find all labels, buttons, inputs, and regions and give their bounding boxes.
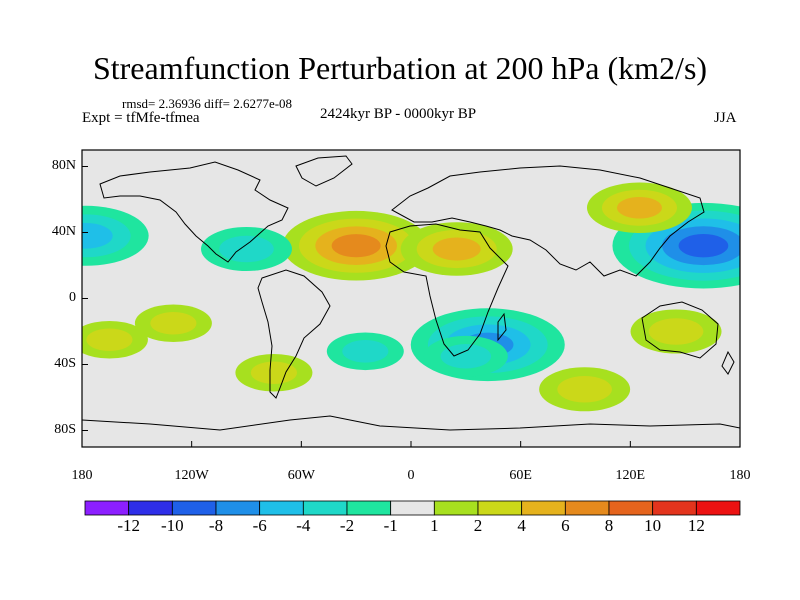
coast-europe-asia: [391, 165, 705, 277]
colorbar-level-label: 10: [644, 516, 662, 535]
anomaly-north-america-low: [201, 227, 292, 271]
coast-greenland: [295, 155, 353, 187]
colorbar-level-label: -10: [160, 516, 184, 535]
contour-fill-layer: [82, 150, 740, 447]
contour-level-pos-2: [150, 311, 197, 335]
y-tick-label: 80N: [51, 157, 76, 173]
colorbar-swatch: [128, 500, 173, 516]
colorbar-level-label: 2: [473, 516, 483, 535]
colorbar-level-label: -8: [208, 516, 224, 535]
contour-level-pos-2: [250, 361, 298, 385]
experiment-label: Expt = tfMfe-tfmea: [82, 110, 200, 126]
contour-level-neg-4: [82, 222, 113, 249]
anomaly-south-america-high: [235, 353, 313, 392]
x-tick-label: 60E: [509, 468, 532, 483]
colorbar-swatch: [346, 500, 392, 516]
colorbar-swatch: [608, 500, 654, 516]
contour-level-pos-6: [331, 234, 381, 258]
anomaly-southern-indian-ocean-low: [423, 335, 508, 377]
y-tick-label: 80S: [54, 421, 76, 437]
anomaly-southwest-indian-high: [539, 367, 631, 412]
colorbar-swatch: [695, 500, 741, 516]
coastline-layer: [82, 155, 740, 431]
anomaly-north-atlantic-east-asia-high: [282, 210, 430, 281]
x-tick-label: 180: [71, 468, 93, 483]
contour-level-neg-2: [342, 340, 389, 363]
x-tick-label: 120W: [174, 468, 209, 483]
colorbar-level-label: 4: [517, 516, 526, 535]
season-label: JJA: [714, 110, 737, 126]
anomaly-tropical-pacific-belt-high: [134, 304, 212, 343]
colorbar-swatch: [521, 500, 566, 516]
colorbar-level-label: -2: [339, 516, 355, 535]
y-tick-label: 40N: [51, 223, 76, 239]
axis-ticks: [81, 166, 741, 447]
anomaly-australia-high: [630, 309, 722, 354]
contour-level-pos-2: [86, 328, 133, 352]
colorbar-swatch: [259, 500, 304, 516]
colorbar-swatch: [84, 500, 130, 516]
colorbar-level-label: -1: [383, 516, 398, 535]
colorbar-swatch: [171, 500, 217, 516]
coast-australia: [641, 301, 719, 359]
contour-level-pos-2: [557, 376, 612, 403]
x-tick-label: 0: [407, 468, 415, 483]
anomaly-south-atlantic-low: [326, 332, 404, 371]
contour-level-neg-2: [440, 344, 492, 369]
x-tick-label: 60W: [287, 468, 315, 483]
colorbar-level-label: 1: [430, 516, 439, 535]
coast-south-america: [257, 269, 331, 399]
colorbar-level-label: 6: [561, 516, 570, 535]
coast-madagascar: [497, 312, 507, 342]
contour-level-pos-4: [432, 237, 481, 261]
x-tick-label: 180: [729, 468, 751, 483]
contour-level-neg-8: [678, 234, 729, 258]
colorbar-swatch: [652, 500, 697, 516]
colorbar-swatch: [302, 500, 348, 516]
coast-north-america: [99, 161, 289, 263]
anomaly-north-pacific-mid-high: [586, 182, 692, 233]
anomaly-south-pacific-east-high: [82, 320, 148, 359]
colorbar-level-label: 12: [687, 516, 705, 535]
colorbar-swatch: [390, 500, 435, 516]
colorbar: [84, 500, 741, 516]
chart-title: Streamfunction Perturbation at 200 hPa (…: [92, 50, 708, 86]
colorbar-level-label: -12: [117, 516, 140, 535]
x-tick-label: 120E: [615, 468, 646, 483]
contour-level-pos-2: [648, 318, 704, 345]
colorbar-level-label: 8: [604, 516, 614, 535]
contour-level-neg-2: [219, 235, 274, 263]
coast-new-zealand: [721, 350, 735, 375]
coast-africa: [385, 223, 509, 357]
colorbar-swatch: [564, 500, 610, 516]
stats-label: rmsd= 2.36936 diff= 2.6277e-08: [122, 96, 293, 111]
colorbar-swatch: [477, 500, 523, 516]
colorbar-level-label: -4: [296, 516, 311, 535]
colorbar-level-label: -6: [252, 516, 267, 535]
contour-level-pos-4: [616, 196, 662, 219]
anomaly-northeast-pacific-low: [82, 205, 149, 266]
y-tick-label: 0: [69, 289, 76, 305]
coast-antarctica: [82, 415, 740, 431]
period-label: 2424kyr BP - 0000kyr BP: [320, 106, 477, 122]
colorbar-swatch: [215, 500, 261, 516]
anomaly-sahara-arabia-high: [400, 222, 513, 276]
y-tick-label: 40S: [54, 355, 76, 371]
colorbar-swatch: [433, 500, 479, 516]
